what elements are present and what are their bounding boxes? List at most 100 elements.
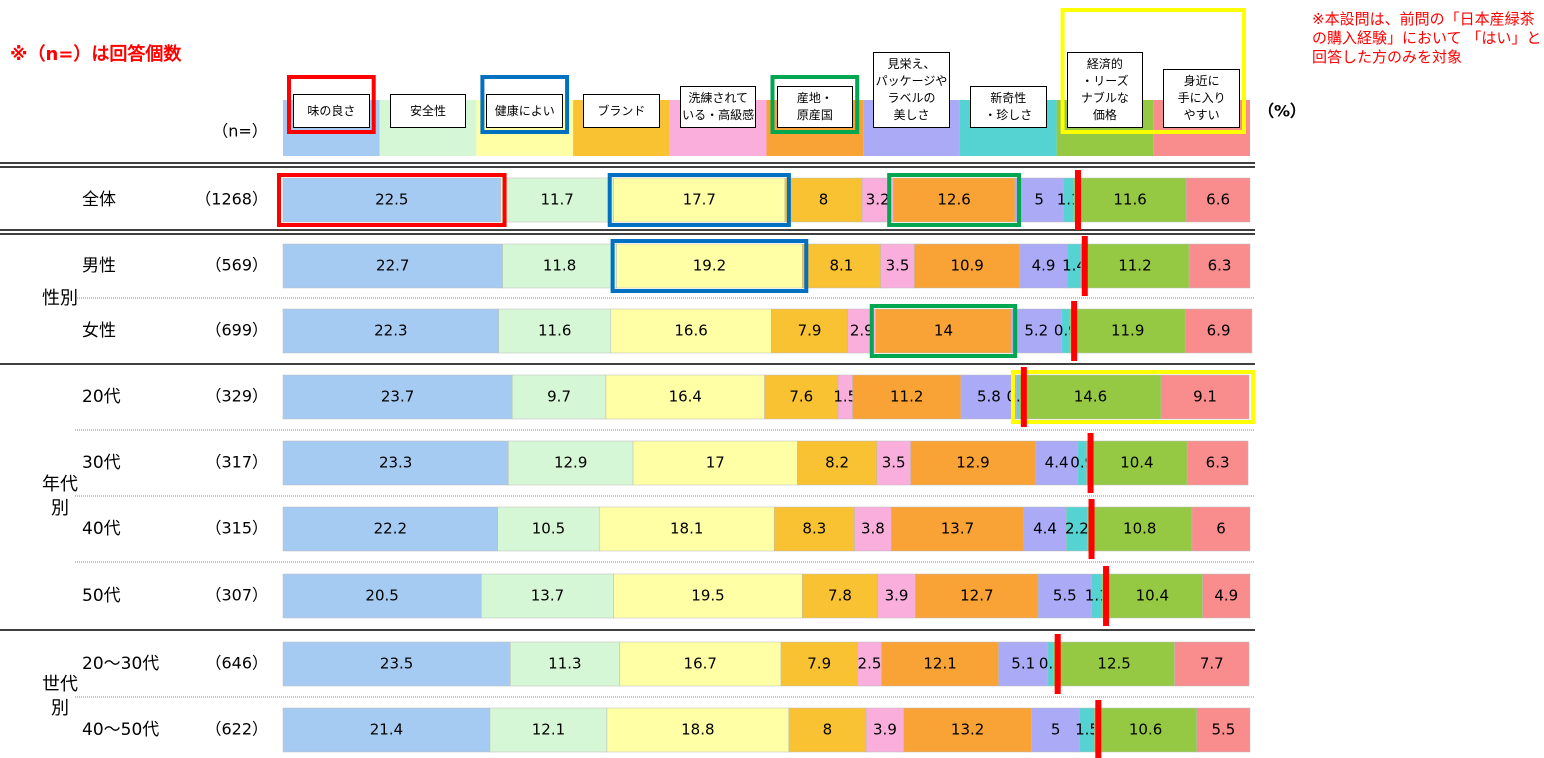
n-label: （317） (205, 453, 268, 472)
bar-segment (498, 308, 612, 354)
bar-segment (1019, 374, 1162, 420)
value-label: 11.2 (1118, 257, 1151, 275)
value-label: 23.3 (379, 454, 412, 472)
value-label: 10.8 (1123, 520, 1156, 538)
group-label: 年代別 (42, 473, 78, 519)
bar-segment (877, 573, 916, 619)
bar-segment (1196, 707, 1251, 753)
value-label: 6.3 (1206, 454, 1230, 472)
legend-label: 身近に 手に入り やすい (1163, 69, 1240, 128)
bar-segment (282, 308, 499, 354)
bar-segment (1087, 506, 1193, 552)
value-label: 8.1 (830, 257, 854, 275)
value-label: 10.4 (1120, 454, 1153, 472)
value-label: 2.5 (858, 655, 882, 673)
n-label: （1268） (195, 190, 268, 209)
value-label: 1.4 (1062, 257, 1086, 275)
value-label: 3.5 (882, 454, 906, 472)
legend-label: 見栄え、 パッケージや ラベルの 美しさ (873, 52, 950, 128)
value-label: 8.2 (825, 454, 849, 472)
bar-segment (1086, 440, 1188, 486)
bar-segment (606, 707, 789, 753)
value-label: 20.5 (365, 587, 398, 605)
bar-segment (802, 243, 881, 289)
bar-segment (780, 641, 858, 687)
highlight-box (607, 173, 791, 227)
highlight-box (480, 75, 570, 134)
value-label: 1.5 (833, 388, 857, 406)
value-label: 7.9 (798, 322, 822, 340)
bar-segment (610, 308, 772, 354)
bar-segment (788, 707, 867, 753)
value-label: 23.5 (380, 655, 413, 673)
value-label: 12.5 (1097, 655, 1130, 673)
row-label: 20代 (82, 387, 121, 407)
row-label: 全体 (82, 190, 116, 210)
value-label: 12.9 (554, 454, 587, 472)
n-label: （622） (205, 720, 268, 739)
row-label: 30代 (82, 453, 121, 473)
bar-segment (1037, 573, 1092, 619)
bar-segment (282, 440, 509, 486)
bar-segment (880, 243, 915, 289)
bar-segment (282, 707, 491, 753)
bar-segment (998, 641, 1049, 687)
bar-segment (509, 641, 620, 687)
value-label: 14.6 (1074, 388, 1107, 406)
marker (1095, 700, 1102, 758)
bar-segment (282, 641, 511, 687)
bar-segment (764, 374, 839, 420)
value-label: 9.7 (547, 388, 571, 406)
bar-segment (282, 573, 482, 619)
value-label: 5.5 (1211, 721, 1235, 739)
bar-segment (854, 506, 892, 552)
bar-segment (1069, 308, 1186, 354)
value-label: 3.2 (866, 191, 890, 209)
bar-segment (282, 506, 498, 552)
marker (1087, 433, 1094, 493)
bar-segment (1174, 641, 1250, 687)
value-label: 3.5 (886, 257, 910, 275)
bar-segment (903, 707, 1032, 753)
bar-segment (489, 707, 608, 753)
bar-segment (875, 308, 1012, 354)
value-label: 10.4 (1136, 587, 1169, 605)
legend-label: ブランド (583, 94, 660, 128)
legend-label: 経済的 ・リーズ ナブルな 価格 (1066, 52, 1144, 128)
bar-segment (890, 506, 1024, 552)
marker (1103, 566, 1110, 626)
bar-segment (616, 243, 803, 289)
value-label: 11.6 (538, 322, 571, 340)
value-label: 21.4 (370, 721, 403, 739)
value-label: 5.8 (977, 388, 1001, 406)
bar-segment (613, 177, 786, 223)
highlight-box (277, 173, 507, 227)
marker (1081, 236, 1088, 296)
value-label: 8.3 (802, 520, 826, 538)
value-label: 16.7 (684, 655, 717, 673)
bar-segment (1073, 177, 1187, 223)
value-label: 17 (706, 454, 725, 472)
bar-segment (857, 641, 882, 687)
n-label: （329） (205, 387, 268, 406)
value-label: 11.7 (540, 191, 573, 209)
bar-segment (784, 177, 863, 223)
row-label: 50代 (82, 586, 121, 606)
legend-label: 新奇性 ・珍しさ (969, 86, 1047, 128)
value-label: 12.1 (923, 655, 956, 673)
bar-segment (502, 243, 617, 289)
bar-segment (1023, 506, 1067, 552)
highlight-box (770, 75, 860, 134)
highlight-box (287, 75, 376, 134)
value-label: 19.5 (691, 587, 724, 605)
n-label: （315） (205, 519, 268, 538)
bar-segment (797, 440, 877, 486)
highlight-box (610, 239, 809, 293)
group-label: 世代別 (42, 674, 78, 719)
bar-segment (480, 573, 614, 619)
bar-segment (773, 506, 855, 552)
marker (1054, 634, 1061, 694)
value-label: 12.9 (956, 454, 989, 472)
